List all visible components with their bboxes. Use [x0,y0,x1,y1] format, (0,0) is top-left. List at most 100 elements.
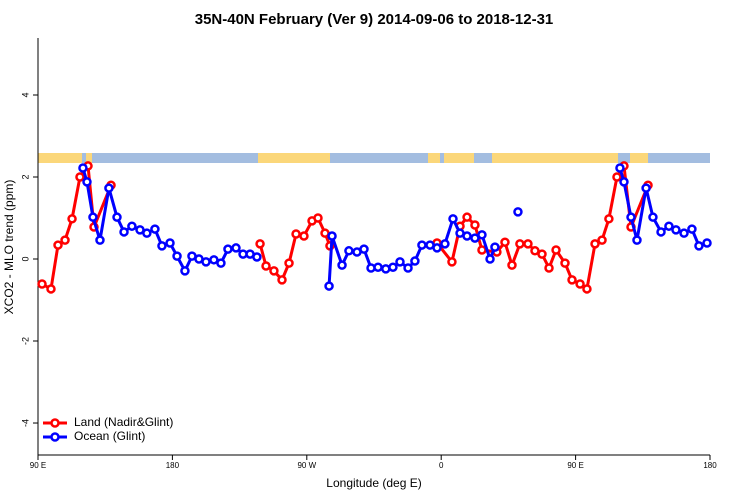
data-point [410,256,420,266]
data-point [142,228,152,238]
data-point [575,279,585,289]
y-tick-label: 0 [20,256,30,261]
data-point [537,249,547,259]
data-point [261,261,271,271]
data-point [448,214,458,224]
data-point [560,258,570,268]
data-point [513,207,523,217]
data-point [172,251,182,261]
data-point [119,227,129,237]
data-point [37,279,47,289]
data-point [470,233,480,243]
data-point [477,245,487,255]
y-tick-label: 4 [20,92,30,97]
data-point [694,241,704,251]
data-point [209,255,219,265]
data-point [231,243,241,253]
data-point [477,230,487,240]
data-point [604,214,614,224]
data-point [417,240,427,250]
data-point [165,238,175,248]
data-point [515,239,525,249]
data-point [648,212,658,222]
data-point [530,246,540,256]
data-point [485,254,495,264]
data-point [373,262,383,272]
data-point [447,257,457,267]
data-point [403,263,413,273]
x-tick-label: 90 E [30,461,46,470]
data-point [327,231,337,241]
data-point [440,239,450,249]
data-point [567,275,577,285]
data-point [201,257,211,267]
x-tick-label: 180 [166,461,180,470]
data-point [590,239,600,249]
data-point [269,266,279,276]
data-point [490,242,500,252]
legend-marker [50,418,60,428]
data-point [702,238,712,248]
land-sea-strip [38,153,710,163]
data-point [551,245,561,255]
data-point [313,213,323,223]
data-point [523,239,533,249]
data-point [641,183,651,193]
data-point [462,231,472,241]
data-point [381,264,391,274]
data-point [626,212,636,222]
x-tick-label: 0 [439,461,444,470]
data-point [500,237,510,247]
data-point [127,221,137,231]
data-point [337,260,347,270]
data-point [46,284,56,294]
data-point [544,263,554,273]
chart-title: 35N-40N February (Ver 9) 2014-09-06 to 2… [195,11,554,28]
data-point [150,224,160,234]
y-tick-label: -4 [20,419,30,427]
data-point [216,258,226,268]
data-point [324,281,334,291]
data-point [67,214,77,224]
data-point [78,163,88,173]
x-tick-label: 90 E [567,461,583,470]
data-point [470,220,480,230]
data-point [679,228,689,238]
series-line [435,161,650,292]
data-point [180,266,190,276]
data-point [612,172,622,182]
data-point [395,257,405,267]
data-point [462,212,472,222]
y-axis-label: XCO2 - MLO trend (ppm) [2,180,16,315]
data-point [112,212,122,222]
legend-marker [50,432,60,442]
legend-label: Land (Nadir&Glint) [74,415,173,429]
data-point [619,177,629,187]
data-point [388,262,398,272]
data-point [507,260,517,270]
data-point [291,229,301,239]
data-point [299,231,309,241]
x-tick-label: 180 [703,461,717,470]
data-point [344,246,354,256]
data-point [615,163,625,173]
data-point [252,252,262,262]
data-point [255,239,265,249]
data-point [432,243,442,253]
data-point [95,235,105,245]
data-point [277,275,287,285]
data-point [157,241,167,251]
legend-label: Ocean (Glint) [74,429,145,443]
data-point [687,224,697,234]
data-point [284,258,294,268]
y-tick-label: -2 [20,337,30,345]
data-point [53,240,63,250]
data-point [664,221,674,231]
data-point [75,172,85,182]
x-axis-label: Longitude (deg E) [326,476,421,490]
data-point [671,225,681,235]
data-point [632,235,642,245]
y-tick-label: 2 [20,174,30,179]
data-point [359,244,369,254]
